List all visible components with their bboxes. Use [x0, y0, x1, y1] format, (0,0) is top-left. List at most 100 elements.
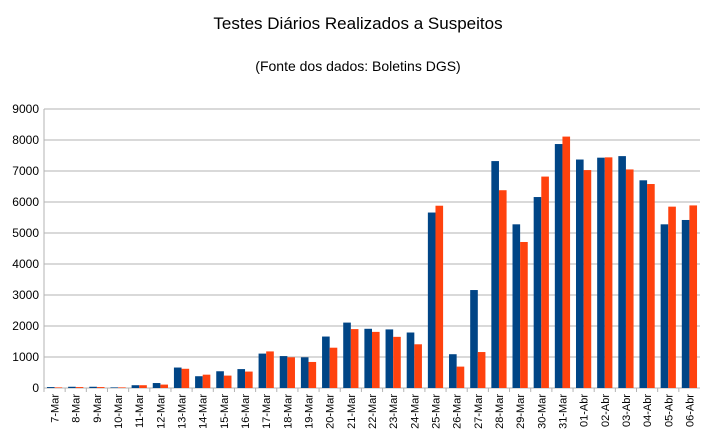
x-tick-label: 11-Mar — [134, 394, 146, 428]
y-tick-label: 9000 — [12, 102, 39, 116]
bar-series-2 — [160, 384, 169, 388]
x-tick-label: 06-Abr — [684, 394, 696, 427]
bar-series-2 — [75, 387, 84, 388]
x-tick-label: 02-Abr — [600, 394, 612, 427]
bar-series-2 — [456, 366, 465, 388]
bar-series-1 — [131, 385, 140, 388]
bar-series-2 — [541, 176, 549, 388]
bar-series-1 — [385, 329, 394, 388]
x-tick-label: 22-Mar — [367, 394, 379, 429]
bar-series-2 — [350, 329, 359, 388]
bar-series-1 — [681, 219, 690, 388]
bar-series-2 — [625, 169, 634, 388]
bar-series-2 — [435, 205, 444, 388]
bar-series-2 — [562, 136, 571, 388]
bar-series-1 — [470, 290, 478, 388]
bar-series-1 — [406, 332, 415, 388]
x-tick-label: 29-Mar — [515, 394, 527, 429]
x-tick-label: 17-Mar — [261, 394, 273, 429]
bar-series-2 — [202, 374, 211, 388]
bar-series-1 — [575, 159, 584, 388]
bar-series-2 — [54, 387, 63, 388]
bar-series-2 — [689, 205, 698, 388]
bar-series-2 — [329, 347, 338, 388]
x-tick-label: 25-Mar — [430, 394, 442, 429]
y-tick-label: 4000 — [12, 257, 39, 271]
x-tick-label: 15-Mar — [219, 394, 231, 429]
bar-series-1 — [152, 383, 161, 388]
bar-series-2 — [139, 385, 147, 388]
bar-series-1 — [512, 224, 521, 388]
bar-series-1 — [279, 356, 288, 388]
bar-series-2 — [223, 375, 232, 388]
bar-series-2 — [96, 387, 105, 388]
bar-series-2 — [520, 241, 528, 388]
bar-series-2 — [181, 368, 190, 388]
bar-series-2 — [245, 371, 253, 388]
bar-series-1 — [597, 157, 605, 388]
x-tick-label: 13-Mar — [177, 394, 189, 429]
bar-series-2 — [266, 351, 274, 388]
chart-title: Testes Diários Realizados a Suspeitos — [213, 14, 503, 33]
bar-series-1 — [554, 144, 563, 388]
bar-series-1 — [491, 161, 499, 388]
x-tick-label: 04-Abr — [642, 394, 654, 427]
x-tick-label: 19-Mar — [304, 394, 316, 429]
x-tick-label: 10-Mar — [113, 394, 125, 429]
y-tick-label: 8000 — [12, 133, 39, 147]
y-tick-label: 0 — [32, 381, 39, 395]
bar-series-2 — [604, 157, 613, 388]
x-tick-label: 01-Abr — [579, 394, 591, 427]
x-tick-label: 30-Mar — [536, 394, 548, 429]
x-tick-label: 26-Mar — [452, 394, 464, 429]
x-tick-label: 31-Mar — [557, 394, 569, 429]
bar-series-1 — [110, 387, 119, 388]
x-tick-label: 14-Mar — [198, 394, 210, 429]
x-tick-label: 8-Mar — [71, 394, 83, 423]
bar-series-2 — [308, 361, 317, 388]
y-tick-label: 5000 — [12, 226, 39, 240]
bar-series-1 — [449, 354, 457, 388]
bar-series-1 — [68, 386, 76, 388]
bar-series-1 — [237, 369, 246, 388]
bar-series-1 — [660, 224, 669, 388]
bar-series-2 — [477, 352, 486, 388]
bar-series-1 — [639, 180, 648, 388]
x-tick-label: 7-Mar — [50, 394, 62, 423]
y-tick-label: 7000 — [12, 164, 39, 178]
x-tick-label: 27-Mar — [473, 394, 485, 429]
bar-series-2 — [583, 170, 592, 388]
bar-series-1 — [89, 386, 97, 388]
x-tick-label: 12-Mar — [155, 394, 167, 429]
bar-series-1 — [216, 371, 224, 388]
bar-series-2 — [118, 387, 126, 388]
bar-series-2 — [498, 190, 507, 388]
bar-series-2 — [668, 206, 676, 388]
bar-series-1 — [343, 322, 351, 388]
bar-series-2 — [647, 184, 655, 388]
bar-series-1 — [427, 212, 436, 388]
bar-series-1 — [258, 353, 267, 388]
bar-series-1 — [322, 336, 330, 388]
x-tick-label: 9-Mar — [92, 394, 104, 423]
chart-subtitle: (Fonte dos dados: Boletins DGS) — [255, 58, 461, 74]
bar-series-1 — [618, 156, 626, 388]
bar-series-1 — [533, 197, 542, 388]
y-tick-label: 6000 — [12, 195, 39, 209]
x-tick-label: 21-Mar — [346, 394, 358, 429]
y-tick-label: 2000 — [12, 319, 39, 333]
bar-series-2 — [372, 331, 380, 388]
x-tick-label: 05-Abr — [663, 394, 675, 427]
bar-series-1 — [46, 387, 55, 388]
bar-series-2 — [393, 336, 401, 388]
y-tick-label: 3000 — [12, 288, 39, 302]
x-tick-label: 23-Mar — [388, 394, 400, 429]
bar-series-2 — [414, 344, 422, 388]
bar-series-1 — [195, 376, 203, 388]
x-tick-label: 18-Mar — [282, 394, 294, 429]
x-tick-label: 03-Abr — [621, 394, 633, 427]
bar-series-1 — [364, 328, 372, 388]
x-tick-label: 16-Mar — [240, 394, 252, 429]
bar-series-1 — [173, 367, 182, 388]
